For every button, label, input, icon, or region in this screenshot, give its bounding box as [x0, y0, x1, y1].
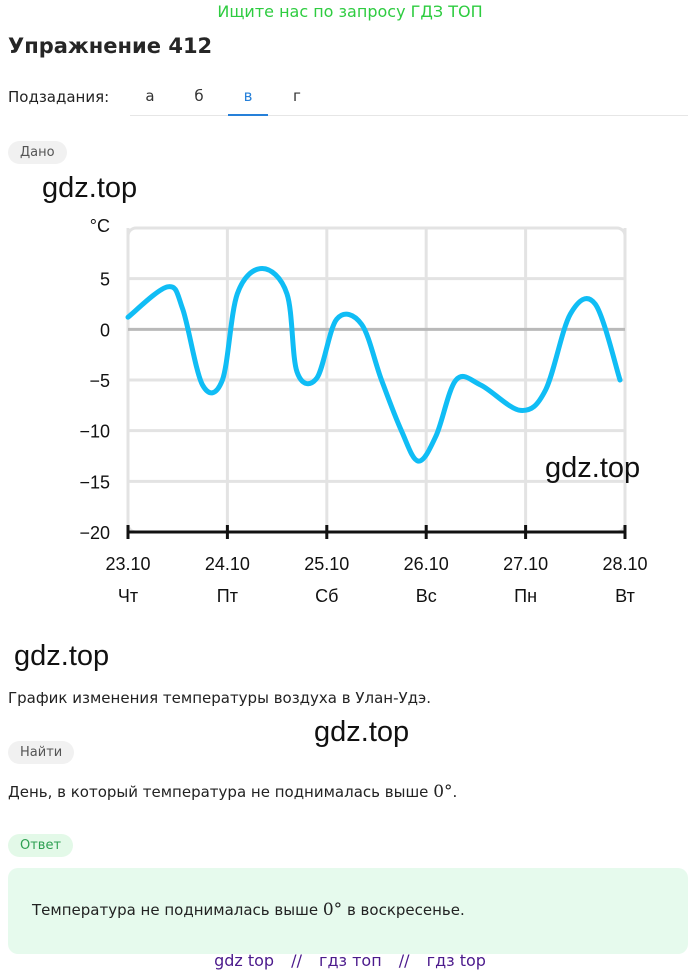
subtasks-nav: Подзадания: а б в г — [8, 86, 688, 116]
tab-g[interactable]: г — [293, 87, 301, 105]
x-tick-date: 27.10 — [503, 554, 548, 574]
x-tick-date: 24.10 — [205, 554, 250, 574]
find-text: День, в который температура не поднимала… — [8, 782, 457, 802]
watermark-chart: gdz.top — [545, 452, 641, 484]
y-tick-label: 0 — [100, 320, 110, 340]
answer-badge: Ответ — [8, 834, 74, 857]
x-tick-date: 28.10 — [602, 554, 647, 574]
chart-grid — [126, 226, 627, 539]
subtasks-divider — [130, 115, 688, 116]
footer-link-3[interactable]: гдз top — [426, 951, 486, 970]
find-degree: 0° — [433, 782, 453, 802]
subtasks-label: Подзадания: — [8, 88, 110, 106]
y-tick-label: −20 — [79, 523, 110, 543]
y-axis-label: °C — [90, 216, 110, 236]
exercise-title: Упражнение 412 — [8, 34, 213, 58]
x-tick-day: Пн — [514, 586, 537, 606]
y-tick-label: 5 — [100, 270, 110, 290]
x-tick-day: Вт — [615, 586, 635, 606]
footer-link-2[interactable]: гдз топ — [319, 951, 382, 970]
x-tick-day: Сб — [315, 586, 338, 606]
answer-degree: 0° — [322, 900, 343, 920]
chart-series — [125, 266, 623, 464]
tab-v[interactable]: в — [228, 86, 268, 116]
footer-sep-2: // — [398, 951, 410, 970]
x-tick-day: Пт — [217, 586, 238, 606]
x-tick-date: 26.10 — [404, 554, 449, 574]
find-text-end: . — [452, 783, 458, 801]
x-tick-date: 25.10 — [304, 554, 349, 574]
footer-sep-1: // — [291, 951, 302, 970]
watermark-center: gdz.top — [314, 716, 410, 748]
y-tick-label: −15 — [79, 472, 110, 492]
promo-banner[interactable]: Ищите нас по запросу ГДЗ ТОП — [217, 2, 483, 21]
x-tick-day: Чт — [118, 586, 138, 606]
tab-a[interactable]: а — [145, 87, 155, 105]
chart-caption: График изменения температуры воздуха в У… — [8, 689, 432, 707]
answer-text-after: в воскресенье. — [346, 901, 465, 919]
find-badge: Найти — [8, 741, 75, 764]
answer-box: Температура не поднималась выше 0° в вос… — [8, 868, 688, 954]
temperature-line — [125, 266, 623, 464]
answer-text: Температура не поднималась выше 0° в вос… — [32, 900, 465, 920]
find-text-main: День, в который температура не поднимала… — [8, 783, 429, 801]
watermark: gdz.top — [42, 172, 138, 204]
temperature-chart: 5 0 −5 −10 −15 −20 °C 23.10 Чт 24.10 Пт 25.10 Сб 26.1… — [79, 216, 647, 606]
answer-text-before: Температура не поднималась выше — [32, 901, 319, 919]
given-badge: Дано — [8, 141, 67, 164]
y-tick-label: −10 — [79, 422, 110, 442]
x-tick-date: 23.10 — [105, 554, 150, 574]
footer-link-1[interactable]: gdz top — [214, 951, 275, 970]
y-tick-label: −5 — [89, 371, 110, 391]
watermark-lower: gdz.top — [14, 640, 110, 672]
footer-links: gdz top // гдз топ // гдз top — [0, 951, 700, 970]
tab-b[interactable]: б — [194, 87, 204, 105]
chart-ticks: 5 0 −5 −10 −15 −20 °C 23.10 Чт 24.10 Пт 25.10 Сб 26.1… — [79, 216, 647, 606]
x-tick-day: Вс — [416, 586, 437, 606]
